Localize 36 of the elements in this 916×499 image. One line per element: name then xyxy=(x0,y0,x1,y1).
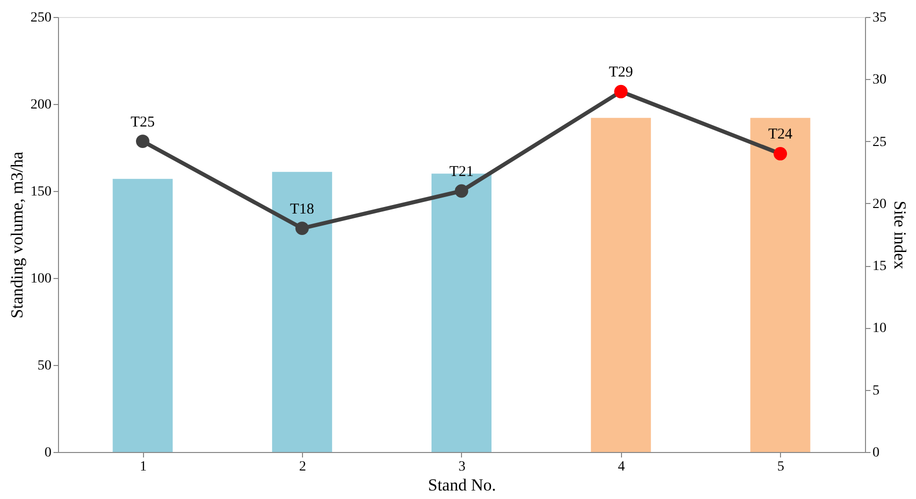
data-label: T24 xyxy=(768,126,793,143)
bar xyxy=(112,178,173,452)
y2-tick-label: 20 xyxy=(872,196,886,212)
point xyxy=(136,134,150,148)
y2-tick-label: 35 xyxy=(872,10,886,26)
y-tick-label: 250 xyxy=(30,10,52,26)
y-tick-label: 100 xyxy=(30,272,52,286)
x-tick-label: 3 xyxy=(458,460,466,474)
x-tick-label: 5 xyxy=(777,460,784,474)
point xyxy=(295,222,309,235)
y-tick-label: 150 xyxy=(30,184,52,200)
y2-tick-label: 10 xyxy=(872,321,886,336)
x-tick-label: 4 xyxy=(618,460,625,474)
y2-tick-label: 25 xyxy=(872,134,886,150)
bar xyxy=(750,118,810,452)
y2-tick-label: 15 xyxy=(872,259,886,274)
y2-tick-label: 0 xyxy=(872,446,880,460)
x-tick-label: 1 xyxy=(140,460,147,474)
data-label: T18 xyxy=(290,201,314,218)
y2-axis-title: Site index xyxy=(890,200,910,270)
x-tick-label: 2 xyxy=(299,460,306,474)
x-axis-title: Stand No. xyxy=(428,476,496,494)
y2-tick-label: 5 xyxy=(872,383,880,398)
y2-tick-label: 30 xyxy=(872,72,886,88)
bar xyxy=(272,172,332,452)
y-tick-label: 200 xyxy=(30,98,52,112)
point xyxy=(774,147,788,160)
point xyxy=(614,84,628,98)
data-label: T21 xyxy=(449,164,474,180)
point xyxy=(454,184,468,198)
y-tick-label: 50 xyxy=(38,358,52,374)
data-label: T25 xyxy=(130,114,155,130)
data-label: T29 xyxy=(608,64,633,81)
bar xyxy=(590,118,651,452)
y-axis-title: Standing volume, m3/ha xyxy=(8,151,26,318)
y-tick-label: 0 xyxy=(44,446,52,460)
